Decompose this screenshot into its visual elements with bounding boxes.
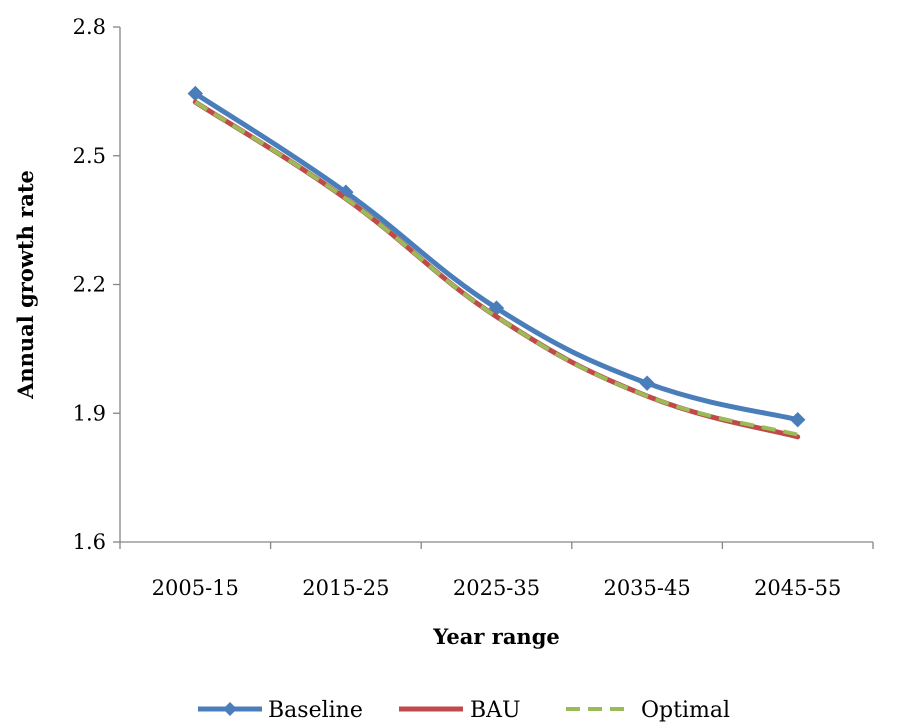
y-tick-label: 2.5: [73, 144, 106, 168]
y-tick-label: 2.2: [73, 273, 106, 297]
x-tick-label: 2005-15: [152, 576, 239, 600]
x-tick-label: 2025-35: [453, 576, 540, 600]
x-axis-title: Year range: [432, 624, 560, 649]
y-tick-label: 2.8: [73, 15, 106, 39]
data-point-baseline: [639, 375, 655, 391]
legend-label: Baseline: [268, 698, 363, 723]
x-tick-labels: 2005-15 2015-25 2025-35 2035-45 2045-55: [152, 576, 842, 600]
legend-label: BAU: [470, 698, 521, 723]
legend-label: Optimal: [641, 698, 730, 723]
axes: [113, 26, 874, 549]
series-layer: [187, 85, 806, 440]
y-axis-title: Annual growth rate: [13, 170, 38, 400]
legend-marker-diamond: [223, 702, 237, 716]
data-point-baseline: [789, 411, 806, 428]
y-tick-labels: 1.6 1.9 2.2 2.5 2.8: [73, 15, 106, 554]
series-line-optimal: [194, 100, 799, 437]
legend-entry-bau: BAU: [399, 698, 521, 723]
x-tick-label: 2035-45: [603, 576, 690, 600]
y-tick-label: 1.6: [73, 530, 106, 554]
legend-entry-optimal: Optimal: [566, 698, 730, 723]
series-line-baseline: [192, 91, 801, 423]
x-tick-label: 2045-55: [754, 576, 841, 600]
legend: Baseline BAU Optimal: [198, 698, 730, 723]
legend-entry-baseline: Baseline: [198, 698, 363, 723]
y-tick-label: 1.9: [73, 401, 106, 425]
x-tick-label: 2015-25: [302, 576, 389, 600]
